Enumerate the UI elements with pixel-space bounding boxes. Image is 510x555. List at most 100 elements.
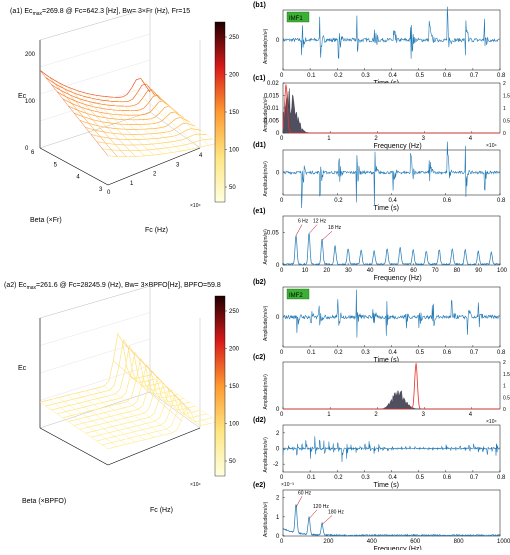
surface-column — [39, 70, 109, 156]
axis-box-edge — [39, 285, 151, 319]
axis-box-edge — [149, 111, 201, 149]
filter-curve — [282, 84, 500, 134]
surface-column — [140, 376, 209, 425]
y2-tick-label: 1.5 — [503, 94, 510, 100]
x-axis-label: Time (s) — [374, 205, 399, 212]
y-axis-line — [39, 427, 109, 466]
x-tick-label: 4 — [469, 412, 473, 418]
envelope-spectrum-line — [283, 504, 501, 537]
imf-badge-label: IMF1 — [289, 16, 303, 22]
x-tick-label: 0 — [280, 475, 284, 481]
x-tick-label: 3 — [176, 162, 180, 168]
x-tick-label: 90 — [475, 268, 482, 274]
annotation-label: 18 Hz — [328, 225, 342, 231]
x-tick-label: 1 — [327, 136, 331, 142]
panel-label: (d2) — [253, 417, 266, 424]
surface-row — [79, 117, 190, 130]
surface-column — [76, 392, 145, 440]
axis-box-edge — [39, 7, 151, 41]
colorbar-tick-label: 150 — [229, 110, 240, 116]
a1-xlabel: Fc (Hz) — [145, 227, 168, 234]
surface-row — [102, 401, 213, 446]
annotation-arrow — [308, 509, 318, 519]
a2-title: (a2) Ecmax=261.6 @ Fc=28245.9 (Hz), Bw= … — [4, 282, 221, 291]
x-tick-label: 0.6 — [443, 475, 452, 481]
panel-e1: (e1) Amplitude(m/s²) Frequency (Hz) 0 10 20 30… — [253, 208, 508, 282]
x-tick-label: 0.2 — [334, 475, 343, 481]
grid-line — [39, 312, 151, 346]
x-tick-label: 2 — [374, 412, 378, 418]
y-axis-label: Amplitude(m/s²) — [263, 96, 269, 132]
colorbar-tick-label: 100 — [229, 422, 240, 428]
imf-badge — [286, 11, 310, 23]
y2-tick-label: 0.5 — [503, 119, 510, 125]
a2-ylabel: Beta (×BPFO) — [22, 498, 66, 505]
x-tick-label: 0.7 — [470, 73, 479, 79]
signal-line — [282, 436, 501, 463]
x-tick-label: 2 — [153, 172, 157, 178]
a1-ylabel: Beta (×Fr) — [30, 217, 62, 224]
panel-label: (c2) — [253, 354, 265, 361]
colorbar-tick-label: 150 — [229, 384, 240, 390]
surface-column — [104, 385, 173, 434]
y-tick-label: 2 — [276, 431, 280, 437]
surface-column — [104, 96, 173, 153]
annotation-arrow — [321, 230, 333, 241]
colorbar-tick-label: 100 — [229, 148, 240, 154]
a1-x-multiplier: ×10⁴ — [190, 203, 201, 209]
y-tick-label: 0.02 — [267, 81, 279, 87]
x-tick-label: 0.4 — [389, 350, 398, 356]
z-tick-label: 100 — [25, 99, 36, 105]
x-tick-label: 0.2 — [334, 350, 343, 356]
annotation-arrow — [321, 515, 333, 525]
x-tick-label: 1 — [327, 412, 331, 418]
panel-b2: (b2) Amplitude(m/s²) Time (s) 0 0.1 0.2 0.3 0.4… — [253, 279, 506, 364]
y-tick-label: 0 — [276, 407, 280, 413]
y-axis-label: Amplitude(m/s²) — [263, 28, 269, 64]
x-tick-label: 2 — [374, 136, 378, 142]
y-tick-label: 0.005 — [264, 119, 280, 125]
y2-tick-label: 0 — [503, 131, 506, 137]
x-tick-label: 0.8 — [497, 475, 506, 481]
axis-box-edge — [149, 391, 201, 429]
imf-badge-label: IMF2 — [289, 293, 303, 299]
a1-title: (a1) Ecmax=269.8 @ Fc=642.3 [Hz], Bw= 3×… — [10, 8, 190, 17]
y-axis-label: Amplitude(m/s²) — [263, 501, 269, 537]
y2-tick-label: 2 — [503, 81, 506, 87]
x-tick-label: 3 — [422, 412, 426, 418]
surface-column — [113, 97, 182, 152]
y-tick-label: 0.05 — [267, 230, 279, 236]
x-tick-label: 0.5 — [416, 73, 425, 79]
panel-label: (e2) — [253, 482, 265, 489]
surface-column — [113, 360, 182, 421]
surface-column — [58, 82, 127, 157]
a2-surface-mesh — [39, 332, 219, 450]
x-tick-label: 0 — [280, 136, 284, 142]
colorbar-tick-label: 50 — [229, 459, 236, 465]
surface-column — [140, 78, 209, 146]
x-axis-label: Frequency (Hz) — [374, 275, 422, 282]
x-tick-label: 20 — [323, 268, 330, 274]
x-tick-label: 0.4 — [389, 73, 398, 79]
x-tick-label: 0.8 — [497, 73, 506, 79]
x-tick-label: 0.6 — [443, 198, 452, 204]
z-tick-label: 0 — [25, 146, 29, 152]
panel-label: (c1) — [253, 75, 265, 82]
y-tick-label: 4 — [76, 175, 80, 181]
plot-frame — [282, 489, 501, 537]
surface-column — [149, 92, 219, 144]
a1-colorbar — [214, 21, 226, 203]
y-tick-label: 0 — [276, 171, 280, 177]
x-tick-label: 0.5 — [416, 350, 425, 356]
x-tick-label: 0.1 — [307, 350, 316, 356]
surface-row — [73, 111, 185, 125]
panel-e2: (e2) Amplitude(m/s²) Frequency (Hz) 0 200 400… — [253, 482, 510, 553]
surface-plot-a1: (a1) Ecmax=269.8 @ Fc=642.3 [Hz], Bw= 3×… — [10, 7, 240, 234]
x-tick-label: 0 — [280, 350, 284, 356]
y-tick-label: 0 — [276, 447, 280, 453]
x-tick-label: 0.4 — [389, 475, 398, 481]
a2-3d-axes — [39, 285, 201, 466]
x-axis-label: Time (s) — [374, 357, 399, 364]
